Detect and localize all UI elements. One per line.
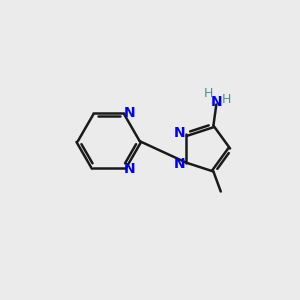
Text: H: H [203,87,213,100]
Text: N: N [211,95,222,109]
Text: N: N [174,157,186,171]
Text: N: N [174,126,186,140]
Text: N: N [124,162,135,176]
Text: N: N [124,106,135,120]
Text: H: H [222,93,231,106]
